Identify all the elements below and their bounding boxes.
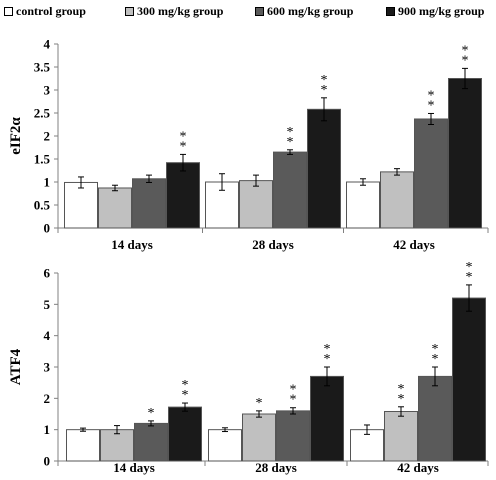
legend-label: 300 mg/kg group (137, 3, 224, 18)
significance-star: * (324, 342, 331, 357)
significance-star: * (466, 270, 473, 285)
bar (168, 406, 202, 462)
y-tick-label: 6 (44, 266, 51, 281)
y-tick-label: 2 (44, 129, 51, 144)
bar (239, 180, 273, 229)
significance-star: * (324, 352, 331, 367)
significance-star: * (428, 98, 435, 113)
significance-star: * (182, 388, 189, 403)
legend-swatch (4, 6, 13, 16)
legend-swatch (386, 6, 395, 16)
y-tick-label: 2.5 (34, 106, 51, 121)
significance-star: * (432, 352, 439, 367)
significance-star: * (287, 135, 294, 150)
significance-star: * (462, 53, 469, 68)
significance-star: * (180, 129, 187, 144)
y-axis-label: eIF2α (8, 117, 24, 155)
y-tick-label: 3 (44, 83, 51, 98)
bar (208, 429, 242, 462)
significance-star: * (398, 382, 405, 397)
y-tick-label: 4 (44, 37, 51, 52)
y-tick-label: 0.5 (34, 198, 51, 213)
legend-item: 600 mg/kg group (255, 2, 353, 20)
y-tick-label: 4 (44, 328, 51, 343)
bar (166, 162, 200, 229)
significance-star: * (428, 88, 435, 103)
legend-swatch (255, 6, 264, 16)
bar (307, 108, 341, 229)
y-tick-label: 0 (44, 221, 51, 236)
significance-star: * (290, 393, 297, 408)
legend-item: 300 mg/kg group (125, 2, 223, 20)
category-label: 14 days (113, 460, 155, 475)
bar (448, 78, 482, 229)
y-tick-label: 5 (44, 297, 51, 312)
y-tick-label: 1 (44, 175, 51, 190)
significance-star: * (182, 378, 189, 393)
bar (134, 422, 168, 462)
significance-star: * (290, 383, 297, 398)
bar (273, 151, 307, 229)
bar (98, 187, 132, 229)
significance-star: * (321, 73, 328, 88)
legend: control group 300 mg/kg group 600 mg/kg gr… (0, 2, 496, 20)
y-tick-label: 2 (44, 391, 51, 406)
bar (452, 297, 486, 462)
y-tick-label: 1 (44, 422, 51, 437)
y-tick-label: 0 (44, 454, 51, 469)
significance-star: * (180, 139, 187, 154)
significance-star: * (148, 406, 155, 421)
bar (384, 410, 418, 462)
significance-star: * (466, 260, 473, 275)
y-axis-label: ATF4 (8, 348, 24, 385)
legend-label: control group (16, 3, 86, 18)
category-label: 14 days (111, 237, 153, 252)
significance-star: * (321, 83, 328, 98)
bar (64, 181, 98, 229)
category-label: 42 days (397, 460, 439, 475)
bar (66, 429, 100, 462)
bar (276, 410, 310, 462)
bar (132, 178, 166, 229)
significance-star: * (287, 125, 294, 140)
bar (380, 171, 414, 229)
legend-swatch (125, 6, 134, 16)
y-tick-label: 3 (44, 360, 51, 375)
legend-item: control group (4, 2, 86, 20)
y-tick-label: 1.5 (34, 152, 51, 167)
significance-star: * (256, 396, 263, 411)
bar (414, 118, 448, 229)
y-tick-label: 3.5 (34, 60, 51, 75)
significance-star: * (462, 43, 469, 58)
legend-item: 900 mg/kg group (386, 2, 484, 20)
significance-star: * (398, 392, 405, 407)
bar (242, 413, 276, 462)
significance-star: * (432, 342, 439, 357)
category-label: 42 days (393, 237, 435, 252)
bar (100, 429, 134, 462)
category-label: 28 days (252, 237, 294, 252)
bar (346, 181, 380, 229)
category-label: 28 days (255, 460, 297, 475)
legend-label: 600 mg/kg group (267, 3, 354, 18)
legend-label: 900 mg/kg group (398, 3, 485, 18)
bar (418, 375, 452, 462)
bar (310, 375, 344, 462)
